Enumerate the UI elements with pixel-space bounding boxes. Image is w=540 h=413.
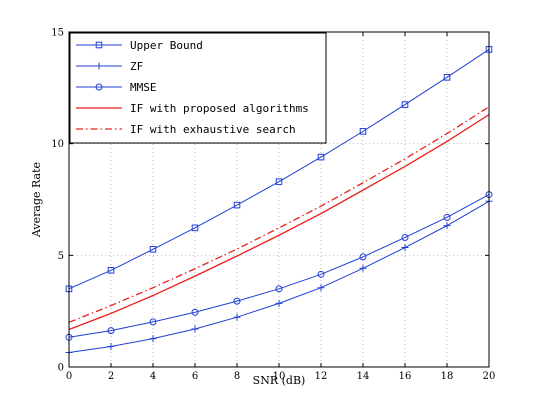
plus-marker <box>401 244 409 252</box>
x-axis-label: SNR (dB) <box>253 374 306 387</box>
plus-marker <box>107 342 115 350</box>
circle-marker <box>191 308 199 316</box>
square-marker <box>149 246 157 253</box>
series-layer <box>65 46 493 356</box>
series-line <box>68 106 490 323</box>
y-tick-label: 10 <box>51 139 64 150</box>
plus-marker <box>317 284 325 292</box>
square-marker <box>191 224 199 232</box>
x-tick-label: 6 <box>192 371 198 382</box>
plus-marker <box>233 313 241 321</box>
circle-marker <box>401 233 409 241</box>
legend-entry-label: MMSE <box>130 81 157 94</box>
plus-marker <box>95 62 103 70</box>
circle-marker <box>275 285 283 293</box>
square-marker <box>401 101 409 108</box>
series-4 <box>68 106 490 323</box>
x-tick-label: 4 <box>150 371 156 382</box>
x-tick-label: 12 <box>315 371 328 382</box>
y-tick-label: 0 <box>58 363 64 374</box>
x-tick-label: 20 <box>483 371 496 382</box>
series-3 <box>68 114 490 331</box>
x-tick-label: 8 <box>234 371 240 382</box>
y-tick-label: 5 <box>58 251 64 262</box>
square-marker <box>317 153 325 161</box>
legend-box <box>69 32 327 144</box>
series-line <box>68 114 490 331</box>
plus-marker <box>275 299 283 307</box>
series-2 <box>65 191 493 341</box>
plus-marker <box>149 335 157 343</box>
y-tick-label: 15 <box>51 28 64 39</box>
square-marker <box>359 128 367 135</box>
legend-entry-label: ZF <box>130 60 143 73</box>
circle-marker <box>443 213 451 221</box>
circle-marker <box>233 297 241 305</box>
square-marker <box>233 201 241 209</box>
circle-marker <box>107 327 115 335</box>
x-tick-label: 16 <box>399 371 412 382</box>
x-tick-label: 10 <box>273 371 286 382</box>
legend-entry-label: Upper Bound <box>130 39 203 52</box>
circle-marker <box>317 270 325 278</box>
plus-marker <box>359 264 367 272</box>
square-marker <box>443 74 451 81</box>
square-marker <box>107 266 115 274</box>
circle-marker <box>95 83 103 91</box>
series-0 <box>65 46 493 293</box>
x-tick-label: 0 <box>66 371 72 382</box>
x-tick-label: 2 <box>108 371 114 382</box>
series-line <box>68 49 490 290</box>
legend-entry-label: IF with proposed algorithms <box>130 102 309 115</box>
square-marker <box>95 41 103 49</box>
x-tick-label: 18 <box>441 371 454 382</box>
plus-marker <box>191 325 199 333</box>
circle-marker <box>149 318 157 326</box>
legend-entry-label: IF with exhaustive search <box>130 123 296 136</box>
square-marker <box>275 178 283 185</box>
circle-marker <box>359 253 367 261</box>
y-axis-label: Average Rate <box>30 162 43 238</box>
plus-marker <box>443 222 451 230</box>
ticks: 0 2 4 6 8 10 12 14 16 18 20 0 5 10 15 <box>51 28 495 383</box>
x-tick-label: 14 <box>357 371 370 382</box>
legend: Upper Bound ZF MMSE IF with proposed algori… <box>69 32 327 144</box>
series-line <box>68 194 490 338</box>
